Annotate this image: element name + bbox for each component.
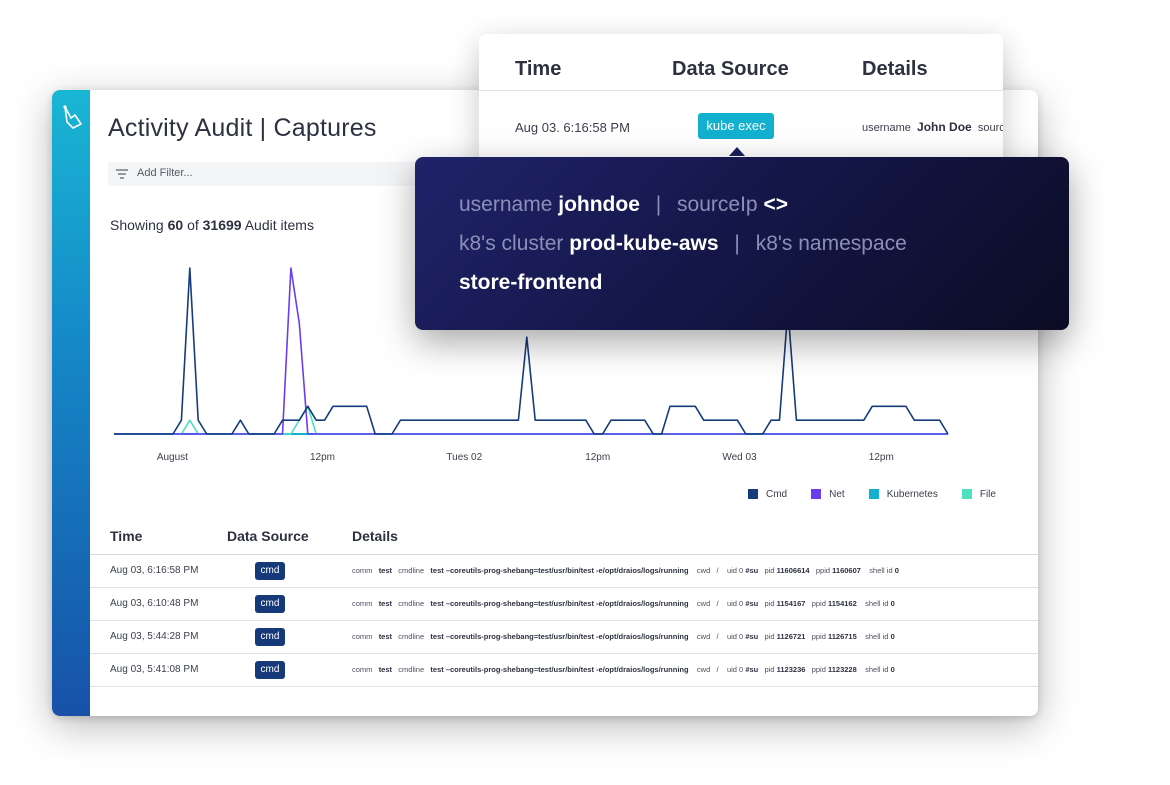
sourceip-value: <>: [763, 193, 788, 216]
total-count: 31699: [202, 217, 242, 233]
cluster-value: prod-kube-aws: [569, 232, 719, 255]
header-time[interactable]: Time: [515, 58, 562, 80]
table-row[interactable]: Aug 03, 6:16:58 PM cmd comm test cmdline t…: [90, 555, 1038, 588]
data-source-badge[interactable]: kube exec: [698, 113, 774, 139]
data-source-badge[interactable]: cmd: [255, 595, 285, 613]
username-value: johndoe: [558, 193, 640, 216]
details-tooltip: username johndoe | sourceIp <> k8's clus…: [415, 157, 1069, 330]
row-details: comm test cmdline test –coreutils-prog-s…: [352, 599, 895, 608]
capture-detail-card: Time Data Source Details Aug 03. 6:16:58…: [479, 34, 1003, 174]
legend-label: File: [979, 488, 996, 500]
filter-placeholder: Add Filter...: [137, 167, 193, 179]
x-tick-label: Wed 03: [722, 452, 757, 463]
x-tick-label: 12pm: [869, 452, 894, 463]
table-row[interactable]: Aug 03, 6:10:48 PM cmd comm test cmdline t…: [90, 588, 1038, 621]
legend-swatch: [811, 489, 822, 499]
x-tick-label: 12pm: [310, 452, 335, 463]
capture-details: username John Doe sourc: [862, 120, 1003, 134]
table-row[interactable]: Aug 03, 5:41:08 PM cmd comm test cmdline t…: [90, 654, 1038, 687]
filter-icon: [116, 169, 128, 179]
table-header: Time Data Source Details: [90, 520, 1038, 555]
legend-item-file[interactable]: File: [961, 486, 996, 502]
namespace-value: store-frontend: [459, 271, 603, 294]
x-tick-label: 12pm: [585, 452, 610, 463]
row-time: Aug 03, 5:44:28 PM: [110, 631, 199, 642]
legend-item-net[interactable]: Net: [811, 486, 845, 502]
row-time: Aug 03, 5:41:08 PM: [110, 664, 199, 675]
capture-time: Aug 03. 6:16:58 PM: [515, 120, 630, 135]
data-source-badge[interactable]: cmd: [255, 562, 285, 580]
table-row[interactable]: Aug 03, 5:44:28 PM cmd comm test cmdline t…: [90, 621, 1038, 654]
row-time: Aug 03, 6:16:58 PM: [110, 565, 199, 576]
header-details[interactable]: Details: [352, 528, 398, 544]
filter-input[interactable]: Add Filter...: [108, 162, 468, 186]
sidebar: [52, 90, 90, 716]
header-data-source[interactable]: Data Source: [672, 58, 789, 80]
legend-swatch: [868, 489, 879, 499]
tooltip-line-1: username johndoe | sourceIp <>: [459, 193, 788, 216]
x-tick-label: August: [157, 452, 188, 463]
row-details: comm test cmdline test –coreutils-prog-s…: [352, 566, 899, 575]
row-time: Aug 03, 6:10:48 PM: [110, 598, 199, 609]
legend-label: Cmd: [766, 488, 788, 500]
legend-item-cmd[interactable]: Cmd: [748, 486, 787, 502]
tooltip-line-3: store-frontend: [459, 271, 603, 295]
data-source-badge[interactable]: cmd: [255, 661, 285, 679]
badge-pointer: [729, 147, 745, 156]
row-details: comm test cmdline test –coreutils-prog-s…: [352, 632, 895, 641]
chart-legend: Cmd Net Kubernetes File: [748, 486, 1020, 502]
activity-chart-svg: August 12pm Tues 02 12pm Wed 03 12pm: [114, 267, 949, 463]
data-source-badge[interactable]: cmd: [255, 628, 285, 646]
series-line-cmd[interactable]: [114, 267, 949, 435]
legend-swatch: [748, 489, 758, 499]
hand-pointer-icon[interactable]: [59, 104, 83, 130]
page-title: Activity Audit | Captures: [108, 114, 377, 142]
legend-label: Net: [829, 488, 845, 500]
row-details: comm test cmdline test –coreutils-prog-s…: [352, 665, 895, 674]
legend-swatch: [961, 489, 972, 499]
header-data-source[interactable]: Data Source: [227, 528, 309, 544]
activity-chart: August 12pm Tues 02 12pm Wed 03 12pm Cmd Net Ku…: [110, 260, 996, 530]
header-time[interactable]: Time: [110, 528, 143, 544]
x-tick-label: Tues 02: [446, 452, 482, 463]
capture-table-header: Time Data Source Details: [479, 34, 1003, 91]
legend-label: Kubernetes: [886, 488, 938, 500]
shown-count: 60: [167, 217, 184, 233]
tooltip-line-2: k8's cluster prod-kube-aws | k8's namesp…: [459, 232, 907, 255]
legend-item-kubernetes[interactable]: Kubernetes: [868, 486, 938, 502]
results-summary: Showing 60 of 31699 Audit items: [110, 217, 314, 233]
header-details[interactable]: Details: [862, 58, 928, 80]
